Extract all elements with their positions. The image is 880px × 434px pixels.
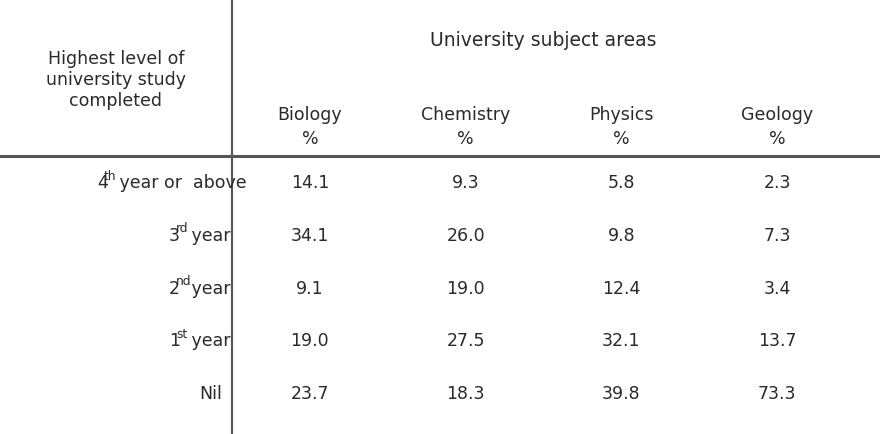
Text: %: % [769,130,786,148]
Text: Highest level of
university study
completed: Highest level of university study comple… [46,50,186,109]
Text: 4: 4 [97,174,107,192]
Text: 9.1: 9.1 [296,279,324,297]
Text: Biology: Biology [277,106,342,124]
Text: 9.8: 9.8 [607,227,635,244]
Text: 19.0: 19.0 [446,279,485,297]
Text: 23.7: 23.7 [290,384,329,402]
Text: 27.5: 27.5 [446,331,485,349]
Text: Nil: Nil [199,384,222,402]
Text: th: th [104,169,116,182]
Text: year: year [186,331,231,349]
Text: 73.3: 73.3 [758,384,796,402]
Text: 14.1: 14.1 [290,174,329,192]
Text: %: % [458,130,474,148]
Text: 13.7: 13.7 [758,331,796,349]
Text: 5.8: 5.8 [607,174,635,192]
Text: 32.1: 32.1 [602,331,641,349]
Text: year: year [186,279,231,297]
Text: 39.8: 39.8 [602,384,641,402]
Text: 26.0: 26.0 [446,227,485,244]
Text: Physics: Physics [589,106,654,124]
Text: 1: 1 [169,331,180,349]
Text: 12.4: 12.4 [602,279,641,297]
Text: 7.3: 7.3 [763,227,791,244]
Text: nd: nd [176,274,192,287]
Text: %: % [302,130,319,148]
Text: 9.3: 9.3 [451,174,480,192]
Text: 2: 2 [169,279,180,297]
Text: 19.0: 19.0 [290,331,329,349]
Text: 18.3: 18.3 [446,384,485,402]
Text: st: st [176,327,187,340]
Text: University subject areas: University subject areas [430,30,656,49]
Text: 2.3: 2.3 [763,174,791,192]
Text: %: % [613,130,630,148]
Text: Chemistry: Chemistry [421,106,510,124]
Text: year or  above: year or above [114,174,246,192]
Text: year: year [186,227,231,244]
Text: 34.1: 34.1 [290,227,329,244]
Text: rd: rd [176,222,188,235]
Text: 3.4: 3.4 [764,279,791,297]
Text: Geology: Geology [741,106,813,124]
Text: 3: 3 [169,227,180,244]
